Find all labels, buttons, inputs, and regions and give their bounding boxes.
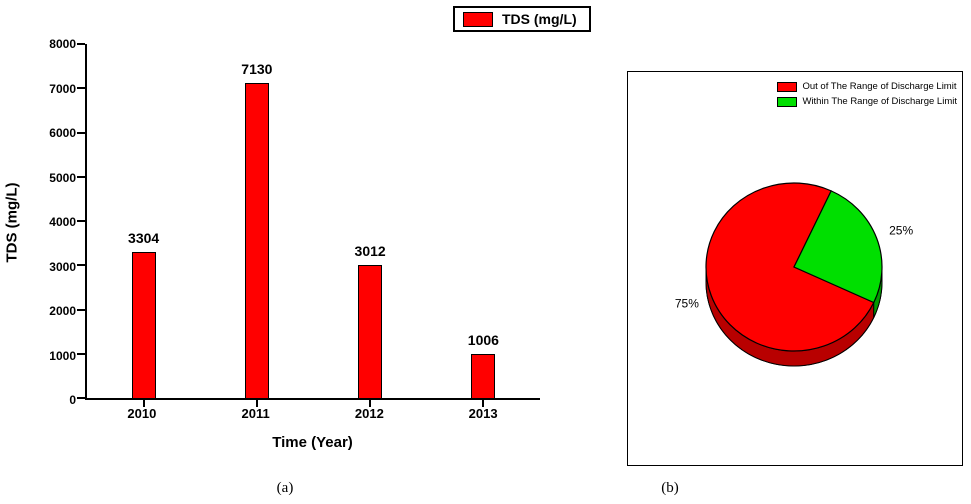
y-tick-label-2000: 2000 [49,304,76,318]
legend-label-within-range: Within The Range of Discharge Limit [802,96,957,107]
y-tick-5000 [77,175,85,178]
caption-a: (a) [276,480,294,496]
y-tick-label-6000: 6000 [49,126,76,140]
bar-plot-area: 3304 7130 3012 1006 [77,43,540,407]
x-axis-title: Time (Year) [272,434,353,451]
x-tick-label-2011: 2011 [241,406,270,421]
y-tick-label-0: 0 [69,393,76,407]
pie-slice-0 [705,182,875,352]
pie-slice-1 [793,190,883,304]
bar-value-2010: 3304 [128,229,160,246]
x-tick-2010 [142,400,145,407]
y-tick-3000 [77,264,85,267]
y-axis-labels: 0 1000 2000 3000 4000 5000 6000 7000 8000 [28,37,76,407]
bar-value-2011: 7130 [241,60,273,77]
y-tick-label-5000: 5000 [49,170,76,185]
y-tick-label-4000: 4000 [49,215,76,229]
legend-swatch-out-of-range [777,81,798,92]
y-tick-7000 [77,87,85,90]
x-axis-labels: 2010 2011 2012 2013 [85,406,540,426]
bar-chart-legend: TDS (mg/L) [453,6,591,32]
bar-value-2013: 1006 [467,331,499,348]
legend-label-out-of-range: Out of The Range of Discharge Limit [802,81,957,92]
pie-legend-row-out: Out of The Range of Discharge Limit [777,81,957,92]
x-tick-2012 [369,400,372,407]
bar-2010 [131,251,156,398]
x-tick-label-2013: 2013 [468,406,498,421]
y-tick-label-1000: 1000 [49,348,76,363]
y-tick-2000 [77,308,85,311]
x-tick-label-2010: 2010 [127,406,157,421]
pie-legend: Out of The Range of Discharge Limit With… [777,81,957,111]
pie-pct-label-1: 25% [889,224,913,238]
y-tick-6000 [77,131,85,134]
y-tick-label-7000: 7000 [49,81,76,96]
y-tick-1000 [77,352,85,355]
legend-swatch-red [463,11,493,27]
y-axis-title: TDS (mg/L) [3,182,21,262]
y-tick-4000 [77,220,85,222]
pie-panel: Out of The Range of Discharge Limit With… [627,71,963,466]
bar-2012 [358,264,383,398]
x-tick-label-2012: 2012 [354,406,384,421]
x-tick-2011 [255,400,258,407]
y-tick-label-8000: 8000 [49,37,76,51]
bar-value-2012: 3012 [354,242,386,259]
x-tick-2013 [482,400,485,407]
y-axis-title-wrap: TDS (mg/L) [0,44,26,400]
bar-2013 [471,353,496,398]
legend-label-tds: TDS (mg/L) [502,11,577,27]
pie-pct-label-0: 75% [675,296,699,310]
legend-swatch-within-range [777,96,798,107]
y-tick-8000 [77,43,85,45]
y-tick-0 [77,397,85,399]
pie-svg: 75% 25% [675,182,913,367]
caption-b: (b) [661,480,679,496]
y-tick-label-3000: 3000 [49,259,76,274]
pie-legend-row-within: Within The Range of Discharge Limit [777,96,957,107]
bar-2011 [244,82,269,398]
